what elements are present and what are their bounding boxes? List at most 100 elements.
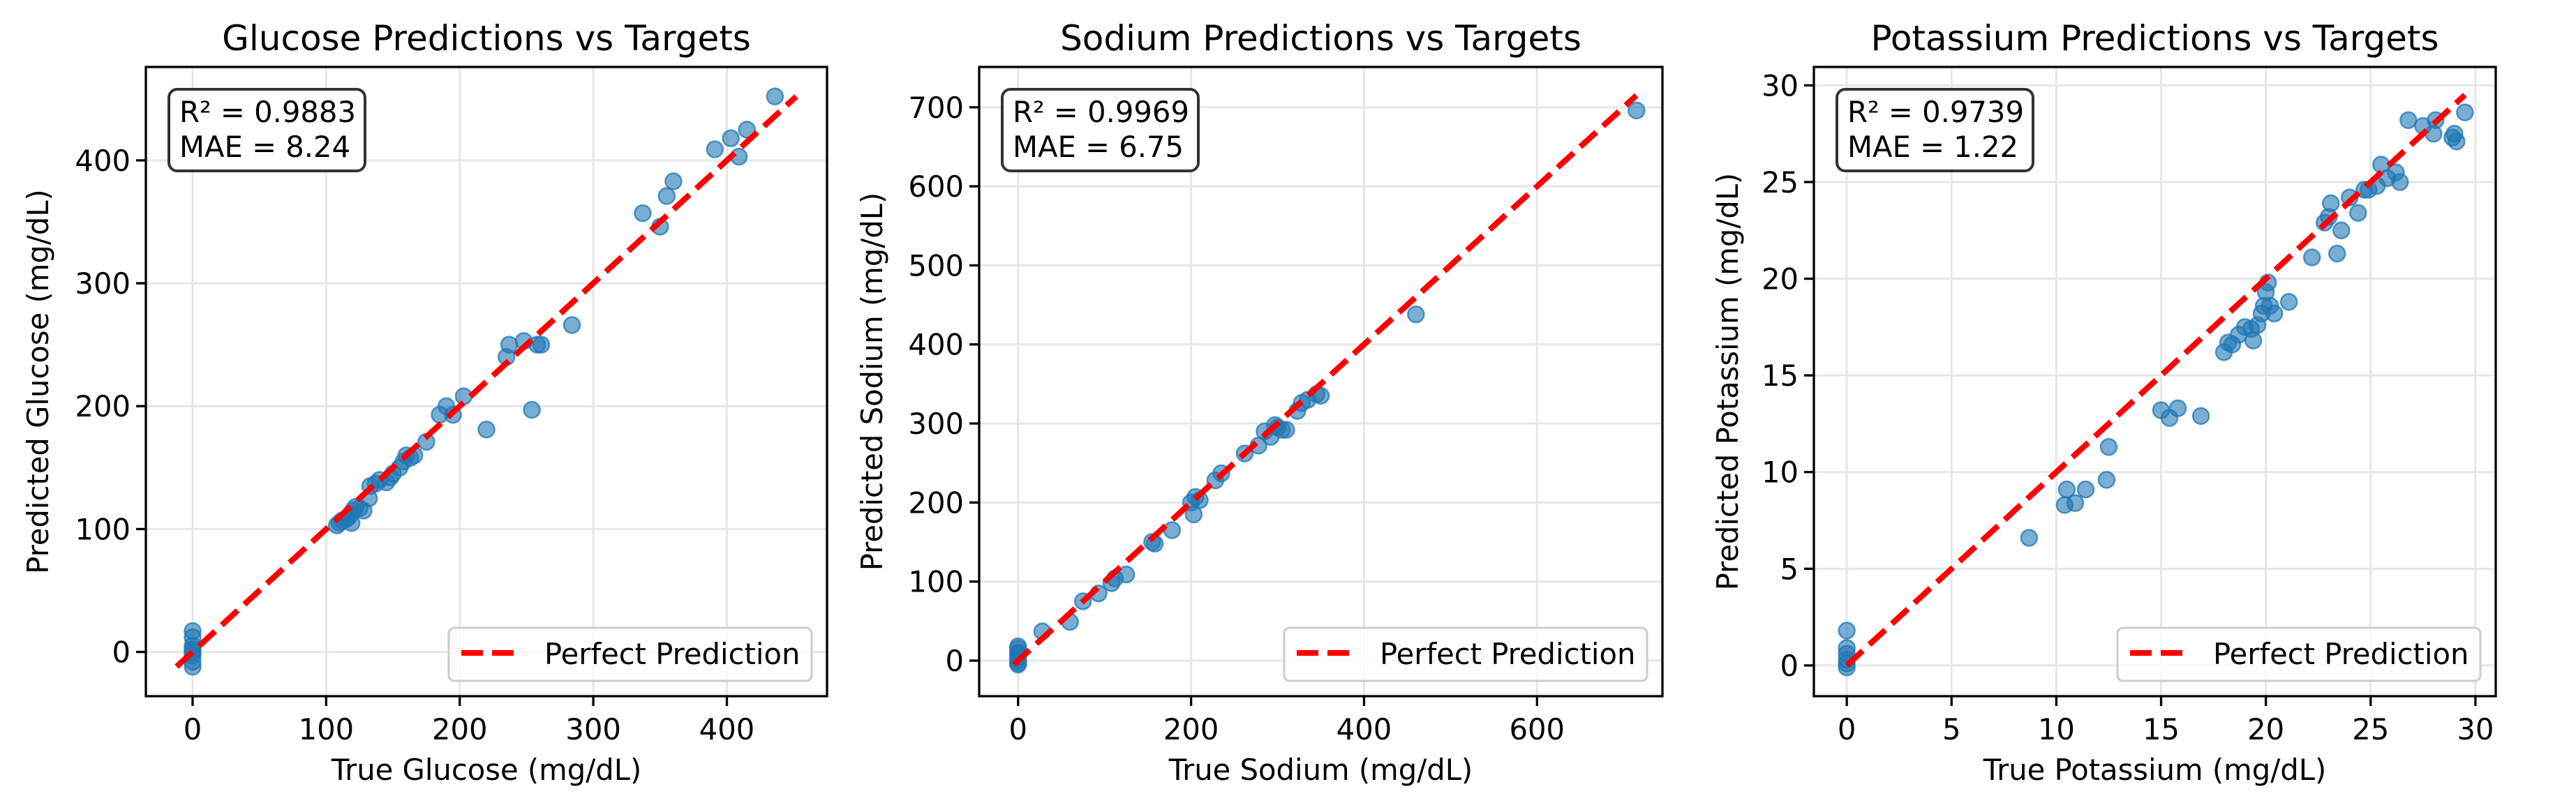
data-point: [706, 140, 724, 158]
subplot-2: 0 5 10 15 20 25 30 0 5 10 15 20 25 30 Potassium Predic…: [1711, 18, 2497, 787]
data-point: [722, 129, 740, 147]
data-point: [657, 187, 676, 205]
x-axis-label: True Glucose (mg/dL): [331, 753, 641, 787]
data-point: [2328, 244, 2346, 263]
data-point: [532, 336, 551, 354]
r-squared-text: R² = 0.9739: [1847, 95, 2024, 129]
y-tick-label: 400: [75, 144, 131, 178]
data-point: [342, 513, 361, 532]
legend-label: Perfect Prediction: [1380, 637, 1635, 671]
x-tick-label: 0: [1838, 712, 1856, 746]
data-point: [500, 336, 519, 354]
data-point: [2066, 494, 2085, 512]
data-point: [2456, 103, 2474, 121]
x-tick-label: 5: [1942, 712, 1961, 746]
axes-frame: [978, 66, 1664, 698]
y-tick-label: 200: [908, 486, 964, 520]
data-point: [2057, 480, 2076, 499]
y-tick-label: 15: [1762, 359, 1799, 393]
data-point: [2099, 437, 2118, 456]
y-axis-label: Predicted Glucose (mg/dL): [21, 189, 55, 574]
data-point: [1277, 421, 1295, 439]
y-tick-label: 200: [75, 389, 131, 423]
x-tick-label: 0: [1009, 712, 1028, 746]
data-point: [2348, 204, 2367, 223]
data-point: [2391, 173, 2409, 191]
mae-text: MAE = 6.75: [1013, 130, 1184, 164]
x-tick-label: 200: [432, 712, 488, 746]
legend-box: [1283, 626, 1648, 682]
perfect-prediction-line: [1845, 93, 2467, 668]
legend-box: [2116, 626, 2482, 682]
stats-box: [1836, 88, 2034, 172]
mae-text: MAE = 1.22: [1847, 130, 2018, 164]
data-point: [184, 657, 202, 676]
data-point: [2279, 293, 2298, 311]
y-tick-label: 30: [1762, 68, 1799, 103]
x-tick-label: 300: [565, 712, 621, 746]
data-point: [2244, 331, 2263, 349]
x-tick-label: 30: [2457, 712, 2494, 746]
data-point: [1628, 101, 1646, 120]
data-point: [2302, 248, 2321, 266]
y-tick-label: 0: [1780, 649, 1799, 683]
stats-box: [1001, 88, 1200, 172]
y-tick-label: 5: [1780, 552, 1799, 586]
x-tick-label: 25: [2352, 712, 2389, 746]
y-tick-label: 20: [1762, 262, 1799, 296]
r-squared-text: R² = 0.9969: [1013, 95, 1189, 129]
data-point: [1117, 565, 1136, 584]
data-point: [1163, 521, 1182, 539]
y-tick-label: 400: [908, 328, 964, 362]
y-axis-label: Predicted Potassium (mg/dL): [1711, 173, 1745, 591]
data-point: [563, 316, 581, 334]
data-point: [1838, 622, 1856, 640]
data-point: [2321, 194, 2340, 213]
x-tick-label: 20: [2247, 712, 2284, 746]
data-point: [766, 87, 784, 106]
data-point: [2332, 221, 2351, 239]
data-point: [2076, 480, 2095, 499]
stats-box: [167, 88, 366, 172]
y-tick-label: 0: [945, 644, 964, 678]
y-tick-label: 10: [1762, 456, 1799, 490]
y-tick-label: 700: [908, 91, 964, 125]
axes-frame: [1812, 66, 2497, 698]
x-tick-label: 15: [2143, 712, 2180, 746]
y-axis-label: Predicted Sodium (mg/dL): [855, 193, 889, 571]
x-axis-label: True Sodium (mg/dL): [1168, 753, 1473, 787]
data-point: [523, 400, 541, 419]
legend-label: Perfect Prediction: [2213, 637, 2469, 671]
x-tick-label: 10: [2038, 712, 2075, 746]
y-tick-label: 0: [112, 635, 131, 670]
x-tick-label: 400: [1337, 712, 1392, 746]
data-point: [634, 204, 652, 223]
r-squared-text: R² = 0.9883: [179, 95, 356, 129]
chart-title: Potassium Predictions vs Targets: [1870, 18, 2439, 59]
y-tick-label: 100: [75, 512, 131, 546]
data-point: [2191, 407, 2210, 426]
subplot-1: 0 200 400 600 0 100 200 300 400 500 600 700 Sodium P…: [855, 18, 1664, 787]
y-tick-label: 25: [1762, 165, 1799, 200]
x-tick-label: 600: [1510, 712, 1565, 746]
data-point: [2168, 399, 2187, 418]
y-tick-label: 100: [908, 565, 964, 599]
data-point: [664, 172, 683, 190]
y-tick-label: 600: [908, 170, 964, 204]
axes-frame: [144, 66, 828, 698]
x-tick-label: 0: [184, 712, 202, 746]
data-point: [738, 121, 756, 139]
subplot-0: 0 100 200 300 400 0 100 200 300 400 Glucose Predic…: [21, 18, 828, 787]
legend-box: [447, 626, 813, 682]
data-point: [2265, 304, 2284, 323]
x-tick-label: 100: [299, 712, 355, 746]
data-point: [2020, 529, 2039, 547]
data-point: [2448, 132, 2466, 151]
perfect-prediction-line: [174, 94, 798, 669]
mae-text: MAE = 8.24: [179, 130, 350, 164]
chart-title: Glucose Predictions vs Targets: [222, 18, 751, 59]
x-axis-label: True Potassium (mg/dL): [1983, 753, 2326, 787]
x-tick-label: 200: [1163, 712, 1219, 746]
y-tick-label: 500: [908, 248, 964, 283]
